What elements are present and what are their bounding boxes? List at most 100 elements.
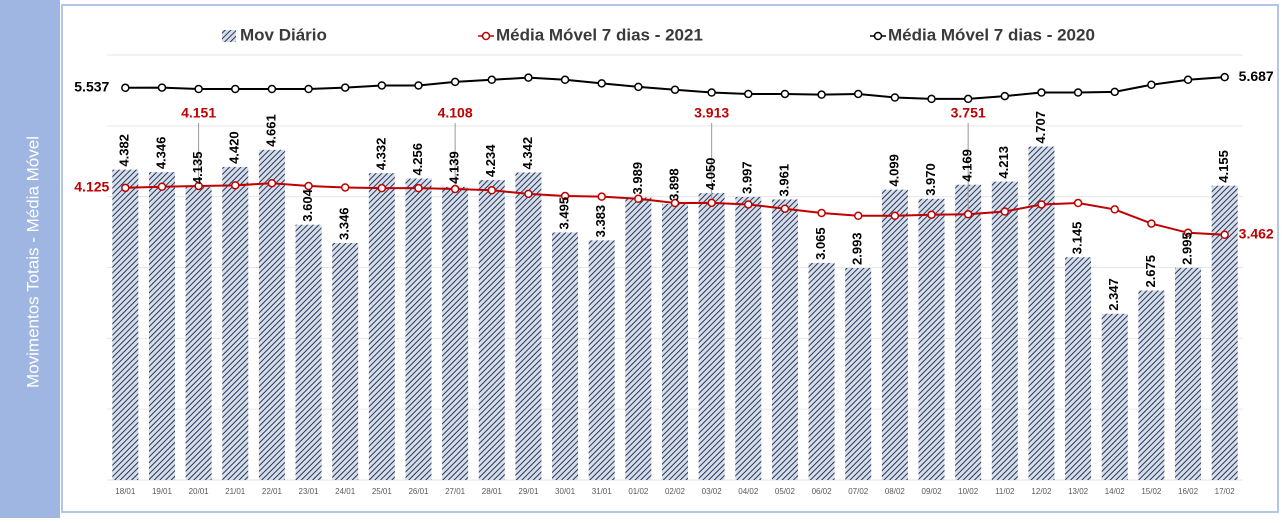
line-value-label: 3.913: [694, 105, 729, 121]
bar-value-label: 4.135: [190, 152, 205, 185]
line-value-label: 3.462: [1239, 225, 1274, 241]
x-tick-label: 30/01: [555, 487, 576, 496]
bar-value-label: 4.099: [886, 154, 901, 187]
line-marker: [377, 183, 387, 193]
line-marker: [1000, 91, 1010, 101]
line-value-label: 4.108: [438, 105, 473, 121]
line-marker: [267, 84, 277, 94]
bar: [625, 197, 652, 480]
line-marker: [1073, 88, 1083, 97]
x-tick-label: 23/01: [299, 487, 320, 496]
bar: [478, 180, 505, 480]
line-marker: [817, 90, 826, 99]
x-tick-label: 05/02: [775, 487, 796, 496]
x-tick-label: 01/02: [628, 487, 649, 496]
bar: [295, 224, 322, 480]
bar: [332, 242, 359, 480]
line-value-label: 4.151: [181, 105, 216, 121]
bar-value-label: 4.234: [483, 144, 498, 177]
line-marker: [670, 85, 680, 94]
line-marker: [853, 89, 863, 99]
legend-swatch: [222, 30, 236, 42]
line-marker: [707, 198, 716, 208]
line-marker: [194, 181, 203, 191]
line-marker: [1147, 80, 1156, 89]
x-tick-label: 10/02: [958, 487, 979, 496]
bar: [735, 196, 762, 481]
bar: [258, 149, 285, 481]
line-marker: [340, 183, 350, 192]
bar-value-label: 3.604: [300, 188, 315, 221]
bar: [515, 172, 542, 481]
line-value-label: 3.751: [951, 105, 986, 121]
line-marker: [744, 89, 753, 99]
x-tick-label: 09/02: [922, 487, 943, 496]
x-tick-label: 21/01: [225, 487, 246, 496]
line-marker: [340, 83, 350, 92]
line-marker: [414, 81, 423, 90]
line-marker: [377, 81, 387, 90]
line-marker: [1147, 219, 1156, 228]
x-tick-label: 12/02: [1031, 487, 1052, 496]
line-marker: [487, 75, 497, 85]
bar-value-label: 4.332: [373, 138, 388, 171]
x-tick-label: 18/01: [115, 487, 136, 496]
bar-value-label: 3.383: [593, 205, 608, 238]
line-marker: [121, 83, 130, 93]
bar-value-label: 3.346: [337, 207, 352, 240]
bar-value-label: 3.989: [630, 162, 645, 195]
line-marker: [231, 181, 240, 190]
bar-value-label: 4.661: [263, 114, 278, 147]
line-marker: [524, 189, 533, 199]
bar-value-label: 4.382: [117, 134, 132, 167]
bar-value-label: 4.155: [1216, 150, 1231, 183]
x-tick-label: 27/01: [445, 487, 466, 496]
x-tick-label: 25/01: [372, 487, 393, 496]
bar-value-label: 4.707: [1033, 111, 1048, 144]
legend-label: Mov Diário: [240, 25, 327, 44]
legend-label: Média Móvel 7 dias - 2020: [888, 25, 1095, 44]
bar: [222, 166, 249, 480]
line-marker: [1000, 207, 1010, 216]
line-marker: [304, 181, 313, 191]
bar: [148, 172, 175, 481]
line-marker: [157, 83, 167, 92]
line-marker: [1220, 230, 1229, 240]
line-marker: [450, 77, 460, 87]
bar: [112, 169, 139, 480]
bar: [771, 199, 798, 480]
bar-value-label: 4.139: [447, 151, 462, 184]
line-marker: [890, 93, 900, 102]
bar: [955, 184, 982, 480]
line-marker: [890, 211, 900, 221]
x-tick-label: 31/01: [592, 487, 613, 496]
bar: [1065, 257, 1092, 480]
line-marker: [1037, 200, 1046, 209]
legend-swatch: [873, 31, 883, 41]
line-marker: [157, 182, 167, 191]
x-tick-label: 06/02: [812, 487, 833, 496]
x-tick-label: 04/02: [738, 487, 759, 496]
bar: [845, 267, 872, 480]
bar-value-label: 3.898: [666, 168, 681, 201]
line-marker: [670, 198, 680, 208]
line-marker: [597, 79, 606, 88]
line-marker: [780, 204, 790, 213]
bar: [662, 203, 688, 480]
bar: [405, 178, 432, 481]
x-tick-label: 22/01: [262, 487, 283, 496]
line-marker: [1220, 72, 1229, 82]
line-marker: [634, 82, 643, 92]
bar: [1101, 313, 1128, 480]
bar-value-label: 4.346: [153, 137, 168, 170]
bar-value-label: 3.970: [923, 163, 938, 196]
line-marker: [744, 200, 753, 209]
bar-value-label: 3.997: [740, 161, 755, 194]
line-marker: [1110, 87, 1119, 97]
bar-value-label: 2.347: [1106, 278, 1121, 311]
bar-value-label: 3.495: [557, 197, 572, 230]
x-tick-label: 14/02: [1105, 487, 1126, 496]
line-marker: [121, 183, 130, 193]
line-marker: [487, 186, 497, 195]
bar: [698, 193, 725, 480]
